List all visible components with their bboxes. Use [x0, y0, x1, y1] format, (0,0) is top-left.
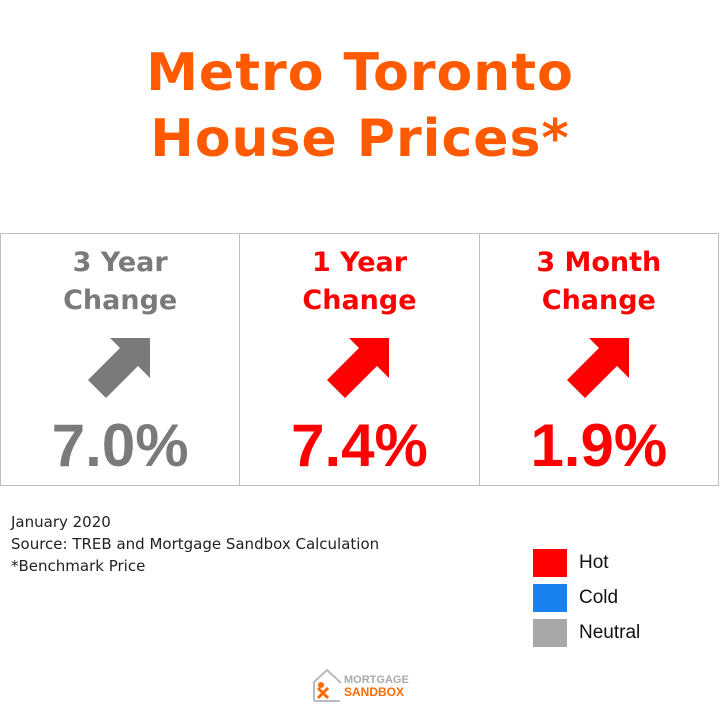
- card-label-line-1: 1 Year: [311, 247, 408, 278]
- card-label-line-1: 3 Year: [72, 247, 168, 278]
- legend-item-cold: Cold: [533, 580, 640, 615]
- card-value: 7.4%: [291, 412, 428, 479]
- legend-label: Cold: [579, 586, 619, 608]
- card-label-line-2: Change: [302, 285, 417, 316]
- card-value: 1.9%: [530, 412, 668, 479]
- mortgage-sandbox-logo: MORTGAGE SANDBOX: [310, 665, 410, 707]
- legend: Hot Cold Neutral: [533, 545, 640, 650]
- legend-item-neutral: Neutral: [533, 615, 640, 650]
- title-line-2: House Prices*: [150, 109, 570, 169]
- change-cards: 3 Year Change 7.0% 1 Year Change 7.4% 3 …: [0, 233, 719, 486]
- card-label-line-2: Change: [541, 285, 656, 316]
- date-note: January 2020: [11, 513, 111, 531]
- card-3-year: 3 Year Change 7.0%: [1, 234, 239, 485]
- house-logo-icon: [312, 668, 342, 702]
- source-note: Source: TREB and Mortgage Sandbox Calcul…: [11, 535, 380, 553]
- benchmark-note: *Benchmark Price: [11, 557, 146, 575]
- legend-swatch-cold: [533, 583, 567, 612]
- legend-swatch-hot: [533, 548, 567, 577]
- legend-label: Hot: [579, 551, 609, 573]
- legend-item-hot: Hot: [533, 545, 640, 580]
- logo-text-line-2: SANDBOX: [344, 685, 405, 699]
- legend-label: Neutral: [579, 621, 641, 643]
- legend-swatch-neutral: [533, 618, 567, 647]
- card-label: 3 Year Change: [1, 244, 239, 320]
- page-title: Metro Toronto House Prices*: [0, 40, 720, 172]
- arrow-up-right-icon: [327, 338, 390, 398]
- card-1-year: 1 Year Change 7.4%: [239, 234, 478, 485]
- footnotes: January 2020 Source: TREB and Mortgage S…: [11, 511, 379, 577]
- card-label-line-2: Change: [63, 285, 178, 316]
- title-line-1: Metro Toronto: [146, 43, 574, 103]
- logo-text-line-1: MORTGAGE: [344, 674, 409, 686]
- card-label: 1 Year Change: [240, 244, 478, 320]
- card-3-month: 3 Month Change 1.9%: [478, 234, 718, 485]
- card-label: 3 Month Change: [480, 244, 718, 320]
- arrow-up-right-icon: [566, 338, 629, 398]
- card-label-line-1: 3 Month: [536, 247, 662, 278]
- card-value: 7.0%: [51, 412, 189, 479]
- arrow-up-right-icon: [88, 338, 151, 398]
